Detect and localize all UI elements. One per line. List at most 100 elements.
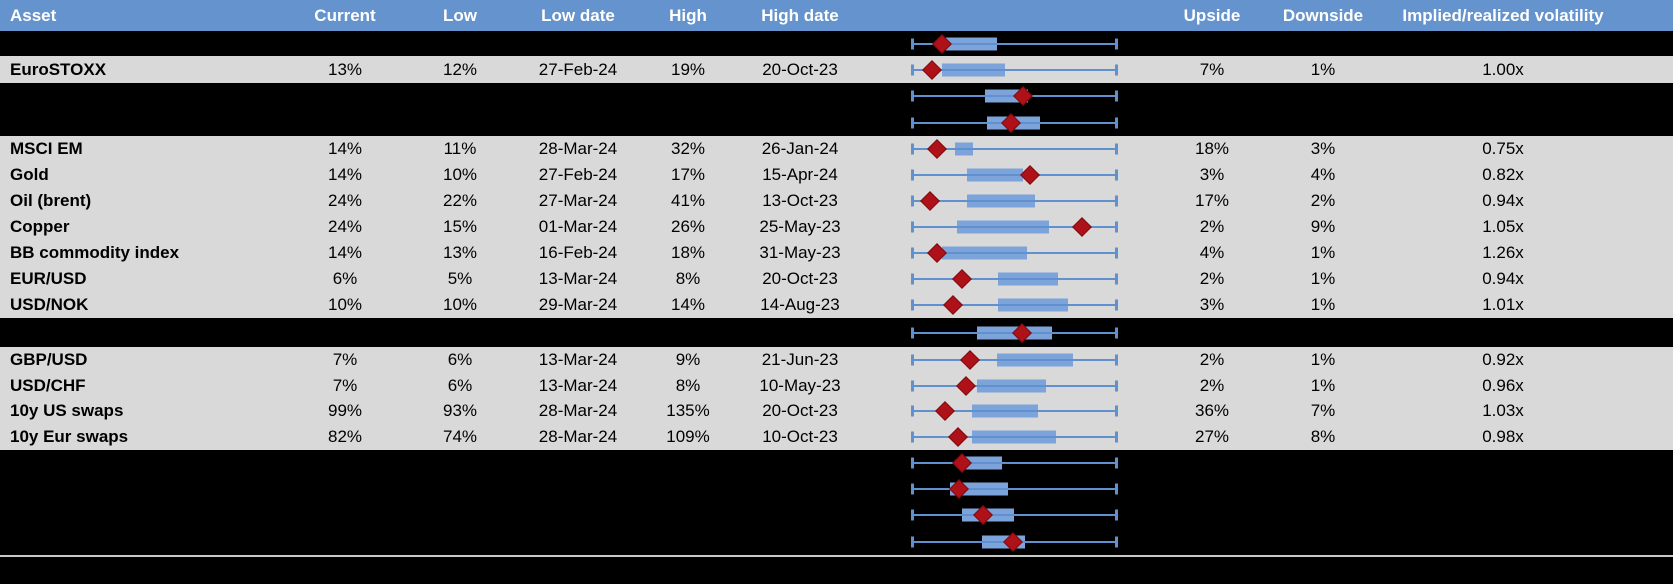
current-value: 10% — [327, 295, 363, 314]
low-value: 15% — [442, 217, 478, 236]
table-row: GBP/USD 7% 6% 13-Mar-24 9% 21-Jun-23 2% 1% 0.92x — [0, 347, 1673, 373]
high-date-value: 21-Jun-23 — [761, 350, 839, 369]
low-date-value: 27-Mar-24 — [538, 191, 618, 210]
whisker-cap-right — [1115, 354, 1118, 366]
marker-diamond — [952, 269, 972, 289]
implied-realized-value: 1.03x — [1482, 401, 1524, 420]
column-header-asset: Asset — [10, 6, 57, 25]
boxplot — [911, 450, 1118, 476]
whisker-cap-left — [911, 299, 914, 311]
implied-realized-value: 1.00x — [1482, 59, 1524, 79]
asset-name: 10y Eur swaps — [10, 427, 129, 446]
table-row: MSCI EM 14% 11% 28-Mar-24 32% 26-Jan-24 18% 3% 0… — [0, 136, 1673, 162]
current-value: 82% — [327, 427, 363, 446]
downside-value: 4% — [1310, 165, 1336, 184]
whisker-line — [912, 384, 1117, 387]
asset-name: 10y US swaps — [10, 401, 124, 420]
boxplot — [911, 214, 1118, 240]
high-value: 109% — [666, 427, 710, 446]
implied-realized-value: 1.05x — [1482, 217, 1524, 236]
implied-realized-value: 0.98x — [1482, 427, 1524, 446]
spacer-row — [0, 109, 1673, 136]
high-value: 41% — [670, 191, 706, 210]
asset-name: BB commodity index — [10, 243, 180, 262]
whisker-line — [912, 436, 1117, 438]
whisker-line — [912, 252, 1117, 254]
implied-realized-value: 0.96x — [1482, 375, 1524, 395]
whisker-cap-left — [911, 354, 914, 366]
low-value: 6% — [447, 375, 473, 395]
table-row: EUR/USD 6% 5% 13-Mar-24 8% 20-Oct-23 2% 1% 0.94x — [0, 266, 1673, 292]
whisker-cap-right — [1115, 273, 1118, 285]
column-header-upside: Upside — [1183, 6, 1241, 25]
asset-name: USD/CHF — [10, 375, 86, 395]
implied-realized-value: 0.94x — [1482, 191, 1524, 210]
low-date-value: 27-Feb-24 — [538, 59, 618, 79]
whisker-cap-left — [911, 431, 914, 443]
downside-value: 1% — [1310, 350, 1336, 369]
boxplot — [911, 56, 1118, 83]
whisker-line — [912, 42, 1117, 45]
whisker-line — [912, 514, 1117, 516]
downside-value: 1% — [1310, 59, 1336, 79]
asset-name: EUR/USD — [10, 269, 87, 288]
high-date-value: 13-Oct-23 — [762, 191, 838, 210]
boxplot — [911, 347, 1118, 373]
boxplot — [911, 502, 1118, 528]
high-date-value: 31-May-23 — [759, 243, 841, 262]
boxplot — [911, 476, 1118, 502]
current-value: 13% — [327, 59, 363, 79]
upside-value: 7% — [1199, 59, 1225, 79]
low-date-value: 29-Mar-24 — [538, 295, 618, 314]
low-value: 10% — [442, 295, 478, 314]
asset-name: MSCI EM — [10, 139, 83, 158]
whisker-cap-left — [911, 327, 914, 338]
upside-value: 3% — [1199, 165, 1225, 184]
boxplot — [911, 188, 1118, 214]
implied-realized-value: 0.75x — [1482, 139, 1524, 158]
column-header-downside: Downside — [1282, 6, 1364, 25]
boxplot — [911, 136, 1118, 162]
whisker-cap-right — [1115, 327, 1118, 338]
whisker-line — [912, 68, 1117, 71]
table-row: 10y Eur swaps 82% 74% 28-Mar-24 109% 10-Oct-2… — [0, 424, 1673, 450]
whisker-cap-right — [1115, 221, 1118, 233]
boxplot — [911, 398, 1118, 424]
table-header-row: Asset Current Low Low date High High dat… — [0, 0, 1673, 31]
low-value: 12% — [442, 59, 478, 79]
high-date-value: 26-Jan-24 — [761, 139, 839, 158]
spacer-row — [0, 528, 1673, 555]
upside-value: 2% — [1199, 269, 1225, 288]
whisker-line — [912, 200, 1117, 202]
marker-diamond — [960, 350, 980, 370]
low-date-value: 16-Feb-24 — [538, 243, 618, 262]
boxplot — [911, 162, 1118, 188]
low-value: 10% — [442, 165, 478, 184]
upside-value: 2% — [1199, 350, 1225, 369]
current-value: 14% — [327, 165, 363, 184]
upside-value: 17% — [1194, 191, 1230, 210]
downside-value: 1% — [1310, 269, 1336, 288]
upside-value: 18% — [1194, 139, 1230, 158]
boxplot — [911, 424, 1118, 450]
low-date-value: 28-Mar-24 — [538, 427, 618, 446]
whisker-cap-right — [1115, 299, 1118, 311]
marker-diamond — [1072, 217, 1092, 237]
boxplot — [911, 83, 1118, 109]
boxplot — [911, 318, 1118, 347]
whisker-cap-left — [911, 90, 914, 102]
whisker-line — [912, 278, 1117, 280]
high-date-value: 15-Apr-24 — [762, 165, 838, 184]
high-date-value: 20-Oct-23 — [762, 401, 838, 420]
whisker-cap-left — [911, 273, 914, 285]
whisker-cap-right — [1115, 247, 1118, 259]
downside-value: 8% — [1310, 427, 1336, 446]
table-row: USD/NOK 10% 10% 29-Mar-24 14% 14-Aug-23 3% 1% 1.… — [0, 292, 1673, 318]
downside-value: 1% — [1310, 295, 1336, 314]
whisker-cap-left — [911, 405, 914, 417]
upside-value: 27% — [1194, 427, 1230, 446]
whisker-cap-right — [1115, 38, 1118, 49]
implied-realized-value: 0.94x — [1482, 269, 1524, 288]
column-header-low-date: Low date — [541, 6, 615, 25]
high-date-value: 10-May-23 — [759, 375, 841, 395]
